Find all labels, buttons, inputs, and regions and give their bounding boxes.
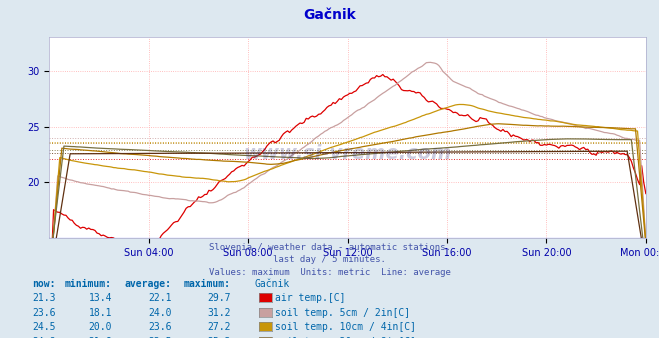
Text: www.si-vreme.com: www.si-vreme.com <box>243 144 452 163</box>
Text: 31.2: 31.2 <box>207 308 231 318</box>
Text: 23.5: 23.5 <box>148 337 171 338</box>
Text: 21.6: 21.6 <box>88 337 112 338</box>
Text: 18.1: 18.1 <box>88 308 112 318</box>
Text: soil temp. 20cm / 8in[C]: soil temp. 20cm / 8in[C] <box>275 337 416 338</box>
Text: now:: now: <box>32 279 56 289</box>
Text: average:: average: <box>125 279 171 289</box>
Text: 13.4: 13.4 <box>88 293 112 304</box>
Text: air temp.[C]: air temp.[C] <box>275 293 345 304</box>
Text: 24.5: 24.5 <box>32 322 56 333</box>
Text: 29.7: 29.7 <box>207 293 231 304</box>
Text: Gačnik: Gačnik <box>255 279 290 289</box>
Text: soil temp. 10cm / 4in[C]: soil temp. 10cm / 4in[C] <box>275 322 416 333</box>
Text: 22.1: 22.1 <box>148 293 171 304</box>
Text: last day / 5 minutes.: last day / 5 minutes. <box>273 255 386 264</box>
Text: minimum:: minimum: <box>65 279 112 289</box>
Text: Values: maximum  Units: metric  Line: average: Values: maximum Units: metric Line: aver… <box>208 268 451 277</box>
Text: Slovenia / weather data - automatic stations.: Slovenia / weather data - automatic stat… <box>208 243 451 252</box>
Text: 20.0: 20.0 <box>88 322 112 333</box>
Text: 27.2: 27.2 <box>207 322 231 333</box>
Text: 24.8: 24.8 <box>32 337 56 338</box>
Text: 24.0: 24.0 <box>148 308 171 318</box>
Text: 23.6: 23.6 <box>148 322 171 333</box>
Text: Gačnik: Gačnik <box>303 8 356 22</box>
Text: 23.6: 23.6 <box>32 308 56 318</box>
Text: 21.3: 21.3 <box>32 293 56 304</box>
Text: maximum:: maximum: <box>184 279 231 289</box>
Text: 25.3: 25.3 <box>207 337 231 338</box>
Text: soil temp. 5cm / 2in[C]: soil temp. 5cm / 2in[C] <box>275 308 410 318</box>
